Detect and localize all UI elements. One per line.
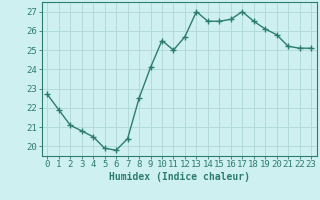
X-axis label: Humidex (Indice chaleur): Humidex (Indice chaleur): [109, 172, 250, 182]
